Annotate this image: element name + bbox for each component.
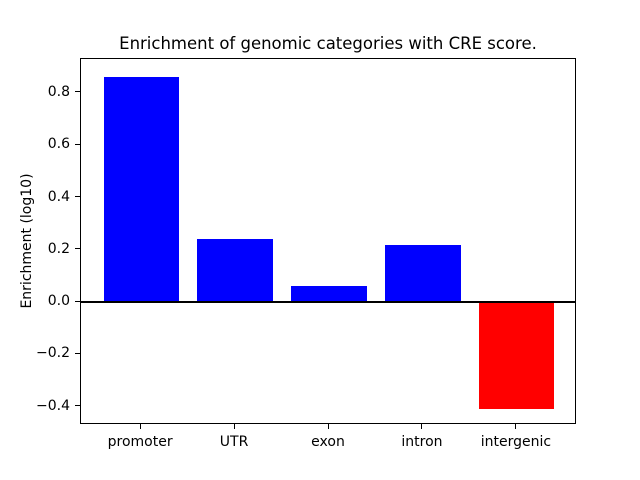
- y-tick-mark: [75, 143, 80, 145]
- x-tick-label-UTR: UTR: [219, 434, 249, 450]
- x-tick-mark: [139, 424, 141, 429]
- plot-area: [80, 58, 576, 424]
- y-tick-mark: [75, 248, 80, 250]
- y-tick-label: 0.6: [47, 136, 70, 153]
- zero-baseline: [81, 300, 575, 304]
- bar-exon: [291, 286, 367, 303]
- y-tick-label: 0.0: [47, 293, 70, 310]
- chart-title: Enrichment of genomic categories with CR…: [119, 34, 537, 53]
- bar-intron: [385, 244, 461, 303]
- y-tick-label: 0.8: [47, 83, 70, 100]
- y-tick-label: 0.4: [47, 188, 70, 205]
- y-tick-mark: [75, 91, 80, 93]
- x-tick-mark: [515, 424, 517, 429]
- y-tick-mark: [75, 300, 80, 302]
- y-tick-mark: [75, 196, 80, 198]
- y-tick-label: 0.2: [47, 240, 70, 257]
- x-tick-label-promoter: promoter: [107, 434, 173, 450]
- bar-UTR: [197, 239, 273, 303]
- bar-promoter: [103, 77, 179, 303]
- x-tick-label-intergenic: intergenic: [480, 434, 552, 450]
- y-tick-mark: [75, 405, 80, 407]
- x-tick-label-intron: intron: [401, 434, 443, 450]
- y-tick-label: −0.4: [36, 397, 70, 414]
- x-tick-mark: [233, 424, 235, 429]
- x-tick-mark: [421, 424, 423, 429]
- x-tick-mark: [327, 424, 329, 429]
- x-tick-label-exon: exon: [311, 434, 345, 450]
- y-tick-label: −0.2: [36, 345, 70, 362]
- y-tick-mark: [75, 352, 80, 354]
- bar-intergenic: [479, 302, 555, 410]
